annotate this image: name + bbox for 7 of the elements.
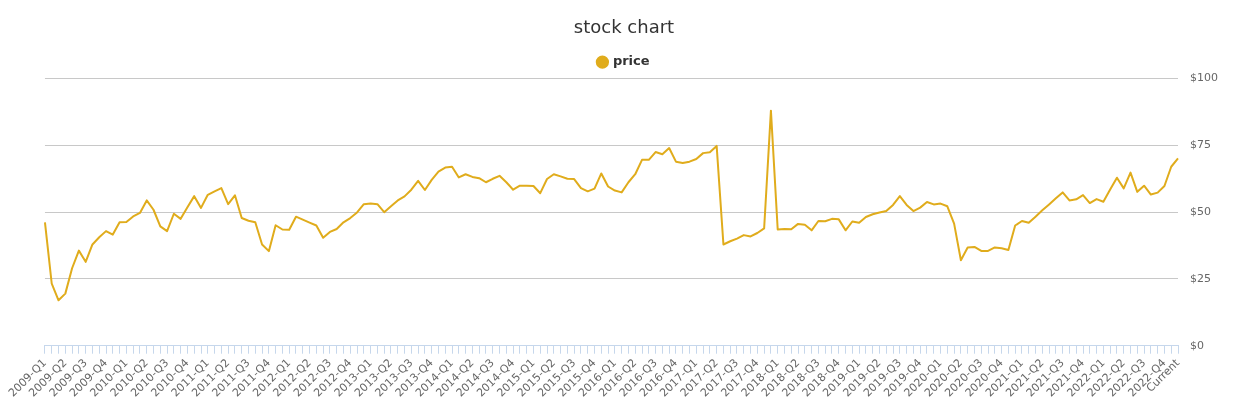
- legend-label: price: [612, 53, 650, 69]
- chart-title: stock chart: [573, 16, 675, 38]
- y-tick-label: $25: [1190, 271, 1212, 285]
- y-tick-label: $100: [1190, 71, 1219, 85]
- y-tick-label: $75: [1190, 138, 1212, 152]
- y-tick-label: $0: [1190, 338, 1205, 352]
- y-tick-label: $50: [1190, 205, 1212, 219]
